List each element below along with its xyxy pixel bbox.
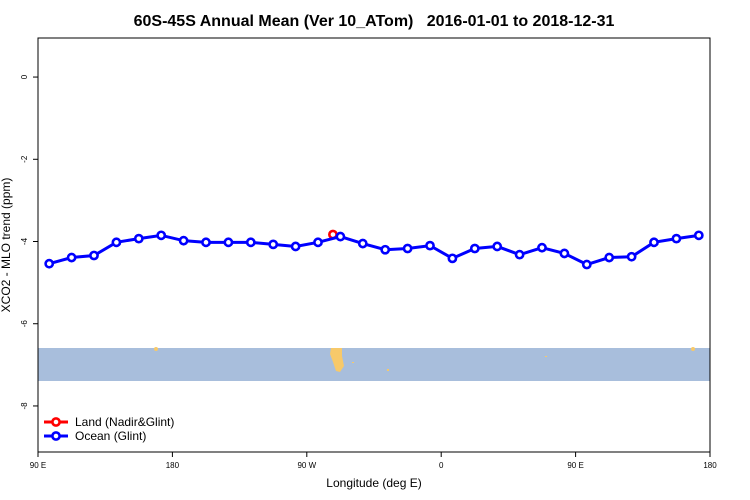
point — [223, 237, 234, 248]
point — [626, 251, 637, 262]
point — [402, 243, 413, 254]
point — [469, 243, 480, 254]
point — [693, 230, 704, 241]
point — [89, 250, 99, 261]
map-strip — [38, 347, 710, 381]
land — [691, 347, 695, 351]
point — [447, 253, 458, 264]
land — [330, 348, 344, 372]
point — [514, 249, 525, 260]
x-tick-label: 90 E — [30, 461, 46, 470]
plot-frame — [37, 37, 711, 453]
ocean-band — [38, 348, 710, 381]
point — [201, 237, 211, 248]
point — [425, 240, 435, 251]
legend-label: Ocean (Glint) — [75, 429, 146, 443]
chart-title: 60S-45S Annual Mean (Ver 10_ATom) 2016-0… — [134, 13, 615, 30]
series-line — [48, 233, 700, 267]
y-tick-label: -4 — [20, 237, 29, 245]
point — [581, 259, 592, 270]
y-tick-label: 0 — [20, 74, 29, 79]
point — [156, 230, 167, 241]
point — [245, 237, 256, 248]
point — [380, 244, 391, 255]
x-tick-label: 90 E — [567, 461, 583, 470]
x-tick-label: 180 — [703, 461, 717, 470]
y-tick-label: -6 — [20, 320, 29, 328]
point — [268, 239, 279, 250]
y-axis-label: XCO2 - MLO trend (ppm) — [0, 178, 13, 313]
point — [671, 233, 682, 244]
legend-marker — [51, 417, 61, 427]
land — [387, 369, 389, 371]
legend-marker — [51, 431, 61, 441]
x-axis-label: Longitude (deg E) — [326, 476, 421, 490]
point — [66, 252, 77, 263]
land — [352, 362, 354, 363]
legend-label: Land (Nadir&Glint) — [75, 415, 174, 429]
point — [178, 235, 189, 246]
point — [290, 241, 301, 252]
point — [335, 231, 346, 242]
point — [604, 252, 615, 263]
x-tick-label: 0 — [439, 461, 444, 470]
land — [545, 356, 547, 357]
land — [154, 347, 158, 351]
point — [649, 237, 659, 248]
point — [313, 237, 323, 248]
x-tick-label: 90 W — [297, 461, 316, 470]
y-tick-label: -2 — [20, 155, 29, 163]
point — [133, 233, 144, 244]
point — [357, 238, 368, 249]
point — [44, 258, 55, 269]
point — [492, 241, 503, 252]
x-tick-label: 180 — [166, 461, 180, 470]
point — [537, 242, 547, 253]
y-tick-label: -8 — [20, 402, 29, 410]
point — [111, 237, 122, 248]
point — [559, 248, 570, 259]
